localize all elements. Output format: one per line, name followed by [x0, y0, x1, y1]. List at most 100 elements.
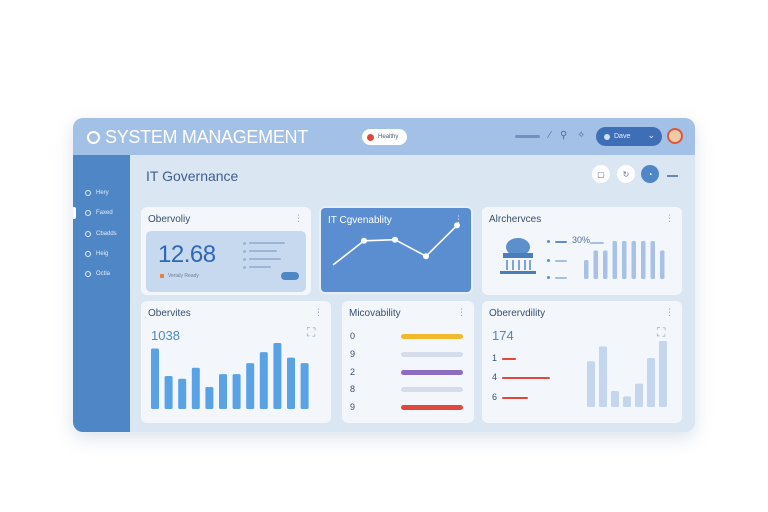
settings-icon	[85, 251, 91, 257]
chart-bar	[599, 346, 607, 407]
chart-bar	[287, 357, 295, 409]
user-menu-button[interactable]: Dave ⌄	[596, 127, 662, 146]
logo-icon	[87, 130, 100, 144]
card-title: Obervoliy	[148, 214, 191, 225]
metric-subtitle-text: Verialy Ready	[168, 273, 199, 279]
sidebar-item-label: Heig	[96, 251, 109, 257]
page-title: IT Governance	[146, 168, 239, 184]
grid-icon	[85, 210, 91, 216]
card-microvability[interactable]: Micovability ⋮ 0 9 2 8 9	[342, 301, 474, 423]
placeholder-line	[249, 242, 285, 244]
sidebar-item-3[interactable]: Heig	[85, 248, 108, 260]
link-icon[interactable]: ⚲	[560, 130, 568, 141]
card-title: IT Cgvenablity	[328, 215, 392, 226]
status-badge-label: Healthy	[378, 134, 399, 140]
bullet-icon	[243, 242, 246, 245]
more-icon[interactable]: ⋮	[665, 213, 674, 223]
legend-line	[502, 377, 550, 379]
chart-bar	[587, 361, 595, 407]
card-overview[interactable]: Obervoliy ⋮ 12.68 Verialy Ready	[141, 207, 311, 295]
chart-bar	[635, 383, 643, 407]
row-label: 9	[350, 349, 356, 359]
legend-line	[590, 242, 604, 244]
card-it-governability[interactable]: IT Cgvenablity ⋮	[319, 206, 473, 294]
bar-chart	[587, 341, 667, 407]
legend-line	[555, 277, 567, 279]
card-title: Obervites	[148, 308, 191, 319]
card-observites[interactable]: Obervites ⋮ 1038 ⛶	[141, 301, 331, 423]
chart-bar	[660, 250, 665, 279]
placeholder-line	[249, 250, 277, 252]
status-badge[interactable]: Healthy	[362, 129, 407, 145]
home-icon	[85, 190, 91, 196]
chart-point	[361, 237, 367, 244]
legend-label: 6	[492, 392, 498, 402]
chart-bar	[178, 378, 187, 409]
chart-bar	[232, 374, 241, 409]
sidebar-item-0[interactable]: Hery	[85, 187, 109, 199]
chart-bar	[300, 363, 309, 409]
tag-icon	[160, 274, 164, 278]
card-title: Oberervdility	[489, 308, 546, 319]
progress-bar	[401, 370, 463, 375]
bullet-icon	[547, 259, 550, 262]
legend-label: 4	[492, 372, 498, 382]
more-icon[interactable]: ⋮	[314, 307, 323, 317]
chart-bar	[611, 391, 619, 407]
metric-value: 1038	[151, 328, 180, 343]
metric-panel: 12.68 Verialy Ready	[146, 231, 306, 292]
chart-bar	[151, 348, 159, 409]
placeholder-line	[249, 258, 281, 260]
card-architecture[interactable]: Alrchervces ⋮ 30%	[482, 207, 682, 295]
chart-bar	[623, 396, 631, 407]
app-window: SYSTEM MANAGEMENT Healthy ⁄ ⚲ ✧ Dave ⌄ H…	[73, 118, 695, 432]
sidebar-item-4[interactable]: Octla	[85, 268, 110, 280]
more-icon[interactable]: ⋮	[665, 307, 674, 317]
details-button[interactable]	[281, 272, 299, 280]
legend-label: 1	[492, 353, 498, 363]
sidebar-item-label: Cbadds	[96, 231, 117, 237]
header-bar: SYSTEM MANAGEMENT Healthy ⁄ ⚲ ✧ Dave ⌄	[73, 118, 695, 155]
chart-point	[392, 236, 398, 243]
help-icon[interactable]: ⁄	[549, 130, 551, 141]
progress-bar	[401, 352, 463, 357]
row-label: 9	[350, 402, 356, 412]
progress-bar	[401, 405, 463, 410]
cloud-icon	[85, 231, 91, 237]
sidebar-item-1[interactable]: Faxed	[73, 207, 113, 219]
chart-bar	[631, 241, 636, 279]
settings-button[interactable]: ◔	[641, 165, 659, 183]
bullet-icon	[243, 258, 246, 261]
chart-bar	[622, 241, 627, 279]
more-icon[interactable]: ⋮	[457, 307, 466, 317]
chart-bar	[659, 341, 667, 407]
globe-icon	[85, 271, 91, 277]
progress-bar	[401, 334, 463, 339]
user-status-icon	[604, 133, 610, 140]
metric-value: 174	[492, 328, 514, 343]
card-observability[interactable]: Oberervdility ⋮ 174 ⛶ 1 4 6	[482, 301, 682, 423]
more-icon[interactable]: ⋮	[294, 213, 303, 223]
line-chart	[332, 222, 460, 266]
sidebar-item-2[interactable]: Cbadds	[85, 228, 117, 240]
image-icon[interactable]: ⛶	[307, 325, 316, 339]
image-icon[interactable]: ⛶	[657, 325, 666, 339]
legend-line	[555, 241, 567, 243]
minimize-icon[interactable]	[667, 175, 678, 177]
refresh-icon: ↻	[622, 169, 630, 179]
avatar[interactable]	[667, 128, 683, 144]
row-label: 2	[350, 367, 356, 377]
card-title: Alrchervces	[489, 214, 542, 225]
card-title: Micovability	[349, 308, 401, 319]
export-button[interactable]: ▢	[592, 165, 610, 183]
percent-label: 30%	[572, 235, 591, 245]
notification-icon[interactable]: ✧	[577, 130, 586, 141]
sidebar-item-label: Faxed	[96, 210, 113, 216]
more-icon[interactable]: ⋮	[454, 214, 463, 224]
legend-line	[502, 358, 516, 360]
refresh-button[interactable]: ↻	[617, 165, 635, 183]
metric-value: 12.68	[158, 241, 216, 268]
chart-bar	[219, 374, 227, 409]
server-cloud-icon	[500, 238, 536, 274]
row-label: 8	[350, 384, 356, 394]
